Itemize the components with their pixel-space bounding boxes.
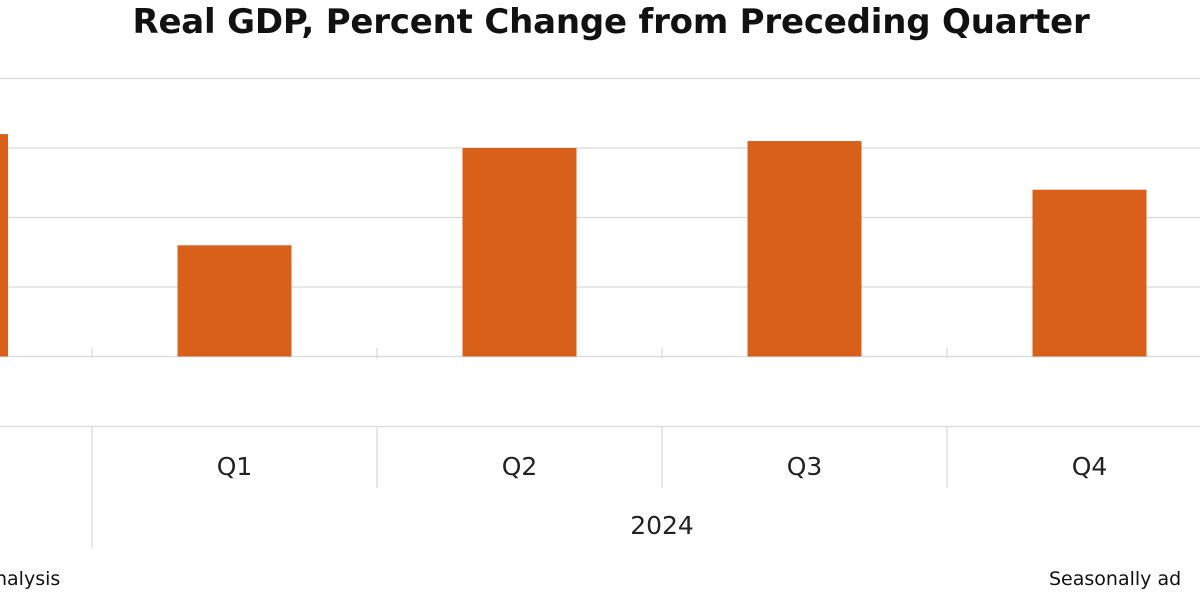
- seasonal-adjustment-note: Seasonally ad: [1049, 568, 1182, 590]
- bar-previous-year-partial: [0, 134, 8, 357]
- tick-label-q2: Q2: [502, 452, 538, 481]
- year-group-label: 2024: [630, 511, 694, 540]
- bar-q4: [1032, 189, 1147, 357]
- tick-label-q3: Q3: [787, 452, 823, 481]
- bar-q1: [177, 245, 292, 357]
- chart-title: Real GDP, Percent Change from Preceding …: [132, 2, 1090, 42]
- tick-label-q1: Q1: [217, 452, 253, 481]
- bars: [0, 134, 1147, 357]
- bar-q3: [747, 141, 862, 357]
- source-note: nalysis: [0, 568, 61, 590]
- bar-q2: [462, 148, 577, 357]
- category-axis: Q1 Q2 Q3 Q4 2024: [0, 347, 1200, 548]
- tick-label-q4: Q4: [1072, 452, 1108, 481]
